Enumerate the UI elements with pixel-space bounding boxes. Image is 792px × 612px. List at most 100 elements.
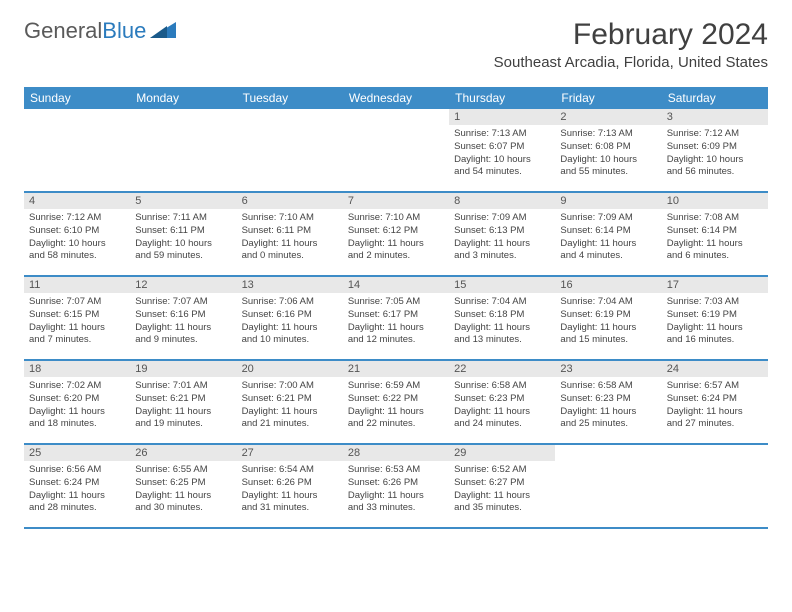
day-cell: 6Sunrise: 7:10 AMSunset: 6:11 PMDaylight… [237,193,343,275]
day-number: 28 [343,445,449,461]
day-cell [343,109,449,191]
day-cell: 15Sunrise: 7:04 AMSunset: 6:18 PMDayligh… [449,277,555,359]
day-details: Sunrise: 7:13 AMSunset: 6:08 PMDaylight:… [555,125,661,185]
day-cell [555,445,661,527]
calendar: SundayMondayTuesdayWednesdayThursdayFrid… [24,87,768,529]
day-number: 8 [449,193,555,209]
day-cell [130,109,236,191]
day-number: 7 [343,193,449,209]
day-details: Sunrise: 6:58 AMSunset: 6:23 PMDaylight:… [555,377,661,437]
day-cell: 25Sunrise: 6:56 AMSunset: 6:24 PMDayligh… [24,445,130,527]
day-cell: 27Sunrise: 6:54 AMSunset: 6:26 PMDayligh… [237,445,343,527]
day-cell: 18Sunrise: 7:02 AMSunset: 6:20 PMDayligh… [24,361,130,443]
day-cell: 13Sunrise: 7:06 AMSunset: 6:16 PMDayligh… [237,277,343,359]
day-cell: 2Sunrise: 7:13 AMSunset: 6:08 PMDaylight… [555,109,661,191]
day-cell: 21Sunrise: 6:59 AMSunset: 6:22 PMDayligh… [343,361,449,443]
day-details: Sunrise: 7:13 AMSunset: 6:07 PMDaylight:… [449,125,555,185]
day-details: Sunrise: 6:52 AMSunset: 6:27 PMDaylight:… [449,461,555,521]
day-number: 26 [130,445,236,461]
day-number: 3 [662,109,768,125]
day-details: Sunrise: 7:07 AMSunset: 6:16 PMDaylight:… [130,293,236,353]
day-details: Sunrise: 6:56 AMSunset: 6:24 PMDaylight:… [24,461,130,521]
day-number: 12 [130,277,236,293]
day-number: 19 [130,361,236,377]
day-cell [237,109,343,191]
day-cell: 22Sunrise: 6:58 AMSunset: 6:23 PMDayligh… [449,361,555,443]
week-row: 18Sunrise: 7:02 AMSunset: 6:20 PMDayligh… [24,361,768,445]
week-row: 11Sunrise: 7:07 AMSunset: 6:15 PMDayligh… [24,277,768,361]
day-number: 4 [24,193,130,209]
day-details: Sunrise: 7:00 AMSunset: 6:21 PMDaylight:… [237,377,343,437]
logo-text: GeneralBlue [24,18,146,44]
day-cell [662,445,768,527]
day-details: Sunrise: 6:55 AMSunset: 6:25 PMDaylight:… [130,461,236,521]
day-number: 2 [555,109,661,125]
day-details: Sunrise: 7:07 AMSunset: 6:15 PMDaylight:… [24,293,130,353]
day-number: 29 [449,445,555,461]
day-cell: 23Sunrise: 6:58 AMSunset: 6:23 PMDayligh… [555,361,661,443]
weekday-header: Wednesday [343,87,449,109]
day-cell: 9Sunrise: 7:09 AMSunset: 6:14 PMDaylight… [555,193,661,275]
title-block: February 2024 Southeast Arcadia, Florida… [494,18,768,71]
day-number: 13 [237,277,343,293]
day-number: 16 [555,277,661,293]
day-number: 22 [449,361,555,377]
day-cell: 20Sunrise: 7:00 AMSunset: 6:21 PMDayligh… [237,361,343,443]
day-cell: 28Sunrise: 6:53 AMSunset: 6:26 PMDayligh… [343,445,449,527]
weekday-header-row: SundayMondayTuesdayWednesdayThursdayFrid… [24,87,768,109]
day-cell: 17Sunrise: 7:03 AMSunset: 6:19 PMDayligh… [662,277,768,359]
weeks-container: 1Sunrise: 7:13 AMSunset: 6:07 PMDaylight… [24,109,768,529]
day-details: Sunrise: 7:10 AMSunset: 6:11 PMDaylight:… [237,209,343,269]
weekday-header: Saturday [662,87,768,109]
day-number: 10 [662,193,768,209]
day-details: Sunrise: 7:04 AMSunset: 6:19 PMDaylight:… [555,293,661,353]
day-details: Sunrise: 7:12 AMSunset: 6:10 PMDaylight:… [24,209,130,269]
weekday-header: Monday [130,87,236,109]
day-number: 24 [662,361,768,377]
day-number: 11 [24,277,130,293]
day-cell: 24Sunrise: 6:57 AMSunset: 6:24 PMDayligh… [662,361,768,443]
day-cell: 14Sunrise: 7:05 AMSunset: 6:17 PMDayligh… [343,277,449,359]
day-details: Sunrise: 6:53 AMSunset: 6:26 PMDaylight:… [343,461,449,521]
day-number: 25 [24,445,130,461]
logo-text-1: General [24,18,102,43]
day-details: Sunrise: 7:02 AMSunset: 6:20 PMDaylight:… [24,377,130,437]
day-cell: 19Sunrise: 7:01 AMSunset: 6:21 PMDayligh… [130,361,236,443]
week-row: 25Sunrise: 6:56 AMSunset: 6:24 PMDayligh… [24,445,768,529]
day-details: Sunrise: 7:11 AMSunset: 6:11 PMDaylight:… [130,209,236,269]
day-number: 17 [662,277,768,293]
day-details: Sunrise: 6:58 AMSunset: 6:23 PMDaylight:… [449,377,555,437]
day-details: Sunrise: 6:57 AMSunset: 6:24 PMDaylight:… [662,377,768,437]
day-cell: 26Sunrise: 6:55 AMSunset: 6:25 PMDayligh… [130,445,236,527]
day-details: Sunrise: 7:12 AMSunset: 6:09 PMDaylight:… [662,125,768,185]
day-details: Sunrise: 7:03 AMSunset: 6:19 PMDaylight:… [662,293,768,353]
day-number: 5 [130,193,236,209]
day-cell [24,109,130,191]
day-cell: 1Sunrise: 7:13 AMSunset: 6:07 PMDaylight… [449,109,555,191]
day-details: Sunrise: 7:01 AMSunset: 6:21 PMDaylight:… [130,377,236,437]
day-number: 21 [343,361,449,377]
week-row: 4Sunrise: 7:12 AMSunset: 6:10 PMDaylight… [24,193,768,277]
month-title: February 2024 [494,18,768,52]
day-cell: 5Sunrise: 7:11 AMSunset: 6:11 PMDaylight… [130,193,236,275]
day-cell: 29Sunrise: 6:52 AMSunset: 6:27 PMDayligh… [449,445,555,527]
day-details: Sunrise: 6:54 AMSunset: 6:26 PMDaylight:… [237,461,343,521]
day-cell: 11Sunrise: 7:07 AMSunset: 6:15 PMDayligh… [24,277,130,359]
day-details: Sunrise: 7:04 AMSunset: 6:18 PMDaylight:… [449,293,555,353]
day-cell: 8Sunrise: 7:09 AMSunset: 6:13 PMDaylight… [449,193,555,275]
day-number: 9 [555,193,661,209]
day-cell: 10Sunrise: 7:08 AMSunset: 6:14 PMDayligh… [662,193,768,275]
weekday-header: Friday [555,87,661,109]
day-details: Sunrise: 6:59 AMSunset: 6:22 PMDaylight:… [343,377,449,437]
logo-triangle-icon [150,20,176,43]
day-details: Sunrise: 7:05 AMSunset: 6:17 PMDaylight:… [343,293,449,353]
day-cell: 3Sunrise: 7:12 AMSunset: 6:09 PMDaylight… [662,109,768,191]
day-number: 20 [237,361,343,377]
day-number: 15 [449,277,555,293]
day-details: Sunrise: 7:06 AMSunset: 6:16 PMDaylight:… [237,293,343,353]
day-number: 1 [449,109,555,125]
day-details: Sunrise: 7:09 AMSunset: 6:13 PMDaylight:… [449,209,555,269]
day-details: Sunrise: 7:10 AMSunset: 6:12 PMDaylight:… [343,209,449,269]
location: Southeast Arcadia, Florida, United State… [494,54,768,71]
day-number: 6 [237,193,343,209]
